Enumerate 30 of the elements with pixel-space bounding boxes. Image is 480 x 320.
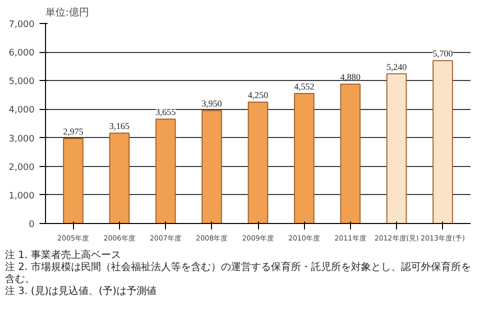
- y-tick-label: 5,000: [8, 77, 35, 88]
- data-label: 5,240: [386, 62, 408, 72]
- bar: [248, 102, 268, 224]
- y-tick-label: 3,000: [8, 134, 35, 144]
- text: 注 2. 市場規模は民間（社会福祉法人等を含む）の運営する保育所・託児所を対象とし、認可外保育所を含む。: [5, 262, 471, 285]
- bar: [294, 92, 314, 224]
- data-label: 4,880: [340, 72, 362, 82]
- data-label: 2,975: [63, 126, 84, 136]
- data-label: 3,165: [109, 121, 130, 132]
- bar: [202, 110, 222, 224]
- y-tick-label: 4,000: [8, 106, 35, 116]
- data-label: 4,552: [294, 81, 314, 92]
- y-tick-label: 1,000: [8, 191, 35, 202]
- bar: [340, 84, 361, 224]
- bar: [155, 118, 176, 224]
- y-tick-label: 2,000: [8, 162, 35, 173]
- y-tick-label: 0: [28, 220, 35, 230]
- y-tick-label: 6,000: [8, 48, 35, 59]
- bar: [386, 73, 407, 224]
- data-label: 3,950: [202, 98, 222, 109]
- y-axis-title: 単位:億円: [46, 6, 89, 18]
- data-label: 4,250: [248, 90, 269, 100]
- bar: [63, 138, 84, 224]
- data-label: 5,700: [432, 48, 454, 59]
- bar: [432, 60, 453, 224]
- text: 注 3. (見)は見込値、(予)は予測値: [5, 286, 157, 297]
- y-tick-label: 7,000: [8, 20, 35, 30]
- data-label: 3,655: [155, 107, 176, 118]
- text: 注 1. 事業者売上高ベース: [5, 250, 121, 261]
- bar: [109, 132, 130, 224]
